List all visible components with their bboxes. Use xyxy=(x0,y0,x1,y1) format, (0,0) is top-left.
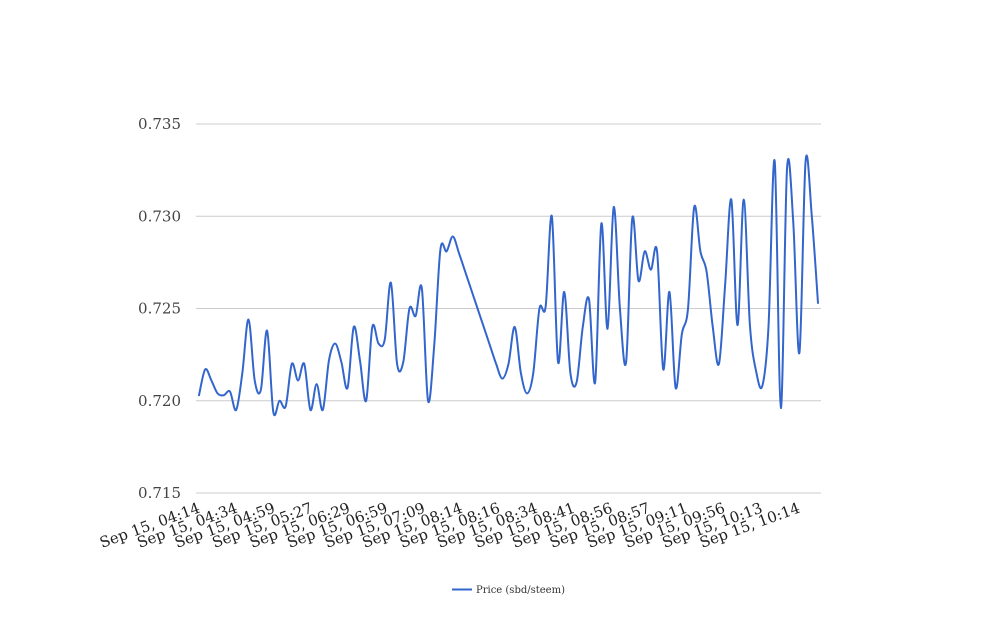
y-axis-ticks: 0.715 0.720 0.725 0.730 0.735 xyxy=(138,115,181,502)
legend-label-price: Price (sbd/steem) xyxy=(476,585,565,596)
series-layer xyxy=(198,154,819,417)
y-tick-label: 0.725 xyxy=(138,300,181,318)
y-tick-label: 0.715 xyxy=(138,484,181,502)
legend[interactable]: Price (sbd/steem) xyxy=(452,585,565,596)
gridlines xyxy=(196,123,821,494)
series-line-price xyxy=(198,154,819,417)
y-tick-label: 0.735 xyxy=(138,115,181,133)
y-tick-label: 0.720 xyxy=(138,392,181,410)
y-tick-label: 0.730 xyxy=(138,207,181,225)
